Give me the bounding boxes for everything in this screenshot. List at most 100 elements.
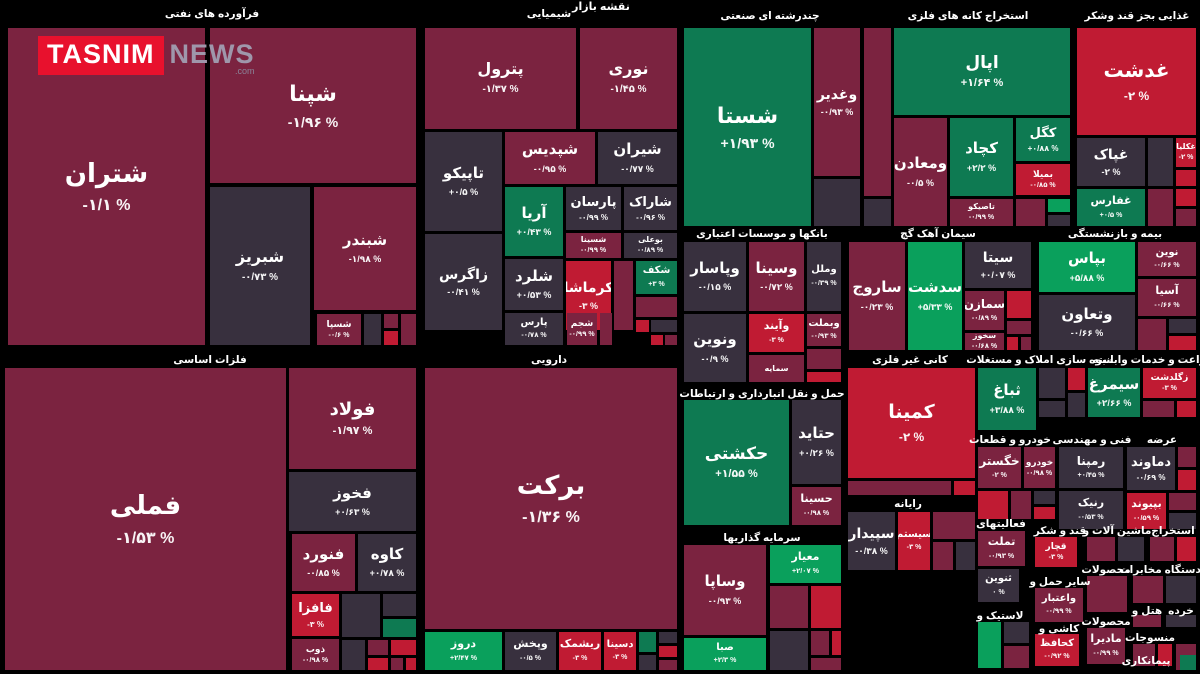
- stock-tile[interactable]: سمازن -۰/۸۹ %: [965, 291, 1004, 330]
- stock-change-percent: +۰/۸۸ %: [1027, 144, 1059, 154]
- stock-tile[interactable]: شیران -۰/۷۷ %: [598, 132, 677, 184]
- stock-tile[interactable]: حسینا -۰/۹۸ %: [792, 487, 841, 525]
- sector-label: پیمانکاری: [1121, 655, 1171, 667]
- stock-tile[interactable]: شبریز -۰/۷۳ %: [210, 187, 310, 345]
- stock-tile[interactable]: وسینا -۰/۷۲ %: [749, 242, 804, 311]
- stock-tile[interactable]: خودرو -۰/۹۸ %: [1024, 447, 1055, 488]
- stock-tile[interactable]: ومعادن -۰/۵ %: [894, 118, 947, 226]
- stock-tile[interactable]: بپیوند -۰/۵۹ %: [1127, 493, 1166, 529]
- stock-tile[interactable]: شسپا -۰/۶ %: [317, 314, 361, 345]
- stock-tile[interactable]: غکلیا -۲ %: [1176, 138, 1196, 167]
- stock-tile[interactable]: پارسان -۰/۹۹ %: [566, 187, 621, 230]
- stock-symbol: حتاید: [798, 425, 835, 442]
- stock-tile[interactable]: ذوب -۰/۹۸ %: [292, 639, 339, 670]
- stock-tile[interactable]: نوین -۰/۶۶ %: [1138, 242, 1196, 276]
- stock-tile[interactable]: وآیند -۳ %: [749, 314, 804, 352]
- stock-tile[interactable]: رنیک -۰/۵۳ %: [1059, 491, 1123, 529]
- stock-tile[interactable]: بپاس +۵/۸۸ %: [1039, 242, 1135, 292]
- stock-tile[interactable]: آریا +۰/۴۳ %: [505, 187, 563, 256]
- stock-tile[interactable]: پترول -۱/۳۷ %: [425, 28, 576, 129]
- stock-tile[interactable]: فافزا -۳ %: [292, 594, 339, 636]
- stock-tile[interactable]: شپدیس -۰/۹۵ %: [505, 132, 595, 184]
- stock-tile[interactable]: غپاک -۲ %: [1077, 138, 1145, 186]
- stock-tile[interactable]: شکف +۳ %: [636, 261, 677, 294]
- stock-tile[interactable]: حتاید +۰/۲۶ %: [792, 400, 841, 484]
- stock-tile[interactable]: غدشت -۲ %: [1077, 28, 1196, 135]
- sector-label: بانکها و موسسات اعتباری: [696, 228, 828, 240]
- stock-tile[interactable]: شپنا -۱/۹۶ %: [210, 28, 416, 183]
- stock-tile[interactable]: سمایه: [749, 355, 804, 382]
- stock-tile[interactable]: شسینا -۰/۹۹ %: [566, 233, 621, 258]
- stock-tile[interactable]: سیتا +۰/۰۷ %: [965, 242, 1031, 288]
- stock-tile[interactable]: دماوند -۰/۶۹ %: [1127, 447, 1175, 490]
- stock-tile[interactable]: وتعاون -۰/۶۶ %: [1039, 295, 1135, 350]
- stock-tile[interactable]: اپال +۱/۶۴ %: [894, 28, 1070, 115]
- stock-tile[interactable]: غفارس +۰/۵ %: [1077, 189, 1145, 226]
- stock-tile[interactable]: کحافظ -۰/۹۲ %: [1035, 634, 1079, 666]
- stock-tile[interactable]: وملل -۰/۳۹ %: [807, 242, 841, 311]
- stock-tile[interactable]: ثنوین ۰ %: [978, 569, 1019, 602]
- stock-tile[interactable]: کمینا -۲ %: [848, 368, 975, 478]
- stock-tile[interactable]: ونوین -۰/۹ %: [684, 314, 746, 382]
- stock-symbol: سیستم: [898, 528, 930, 540]
- stock-tile[interactable]: شستا +۱/۹۳ %: [684, 28, 811, 226]
- stock-tile[interactable]: بمیلا -۰/۸۵ %: [1016, 164, 1070, 195]
- stock-tile[interactable]: بوعلی -۰/۸۹ %: [624, 233, 677, 258]
- stock-tile[interactable]: سیمرغ +۲/۶۶ %: [1088, 368, 1140, 417]
- stock-symbol: نوری: [608, 61, 649, 79]
- stock-tile[interactable]: تاپیکو +۰/۵ %: [425, 132, 502, 231]
- stock-tile[interactable]: فنورد -۰/۸۵ %: [292, 534, 355, 591]
- filler-tile: [1150, 537, 1174, 561]
- stock-tile[interactable]: شاراک -۰/۹۶ %: [624, 187, 677, 230]
- stock-symbol: شسپا: [326, 318, 352, 329]
- stock-tile[interactable]: وغدیر -۰/۹۳ %: [814, 28, 860, 176]
- stock-tile[interactable]: کگل +۰/۸۸ %: [1016, 118, 1070, 161]
- stock-tile[interactable]: رمپنا +۰/۴۵ %: [1059, 447, 1123, 488]
- stock-tile[interactable]: معیار +۲/۰۷ %: [770, 545, 841, 583]
- stock-tile[interactable]: شجم -۰/۹۹ %: [567, 313, 597, 345]
- stock-tile[interactable]: نوری -۱/۴۵ %: [580, 28, 677, 129]
- stock-tile[interactable]: وساپا -۰/۹۳ %: [684, 545, 766, 635]
- stock-change-percent: -۰/۵۳ %: [1078, 514, 1104, 521]
- stock-tile[interactable]: شبندر -۱/۹۸ %: [314, 187, 416, 310]
- stock-tile[interactable]: وپاسار -۰/۱۵ %: [684, 242, 746, 311]
- sector-label: استخراج کانه های فلزی: [907, 10, 1029, 22]
- filler-tile: [391, 658, 403, 670]
- stock-tile[interactable]: تملت -۰/۹۳ %: [978, 531, 1025, 566]
- stock-tile[interactable]: کچاد +۲/۲ %: [950, 118, 1013, 196]
- stock-tile[interactable]: زگلدشت -۳ %: [1143, 368, 1196, 398]
- stock-tile[interactable]: فملی -۱/۵۳ %: [5, 368, 286, 670]
- stock-tile[interactable]: کاوه +۰/۷۸ %: [358, 534, 416, 591]
- stock-tile[interactable]: دسینا -۳ %: [604, 632, 636, 670]
- stock-tile[interactable]: پارس -۰/۷۸ %: [505, 313, 563, 345]
- stock-tile[interactable]: فولاد -۱/۹۷ %: [289, 368, 416, 469]
- stock-tile[interactable]: صبا +۲/۳ %: [684, 638, 766, 670]
- stock-tile[interactable]: وبملت -۰/۹۳ %: [807, 314, 841, 346]
- stock-tile[interactable]: سخوز -۰/۶۸ %: [965, 333, 1004, 350]
- filler-tile: [1034, 507, 1055, 519]
- stock-tile[interactable]: ساروج -۰/۲۳ %: [849, 242, 905, 350]
- stock-tile[interactable]: حکشتی +۱/۵۵ %: [684, 400, 789, 525]
- stock-tile[interactable]: برکت -۱/۳۶ %: [425, 368, 677, 629]
- stock-tile[interactable]: فخوز +۰/۶۳ %: [289, 472, 416, 531]
- stock-tile[interactable]: خگستر -۲ %: [978, 447, 1021, 488]
- stock-tile[interactable]: ثباغ +۳/۸۸ %: [978, 368, 1036, 430]
- stock-tile[interactable]: زاگرس -۰/۴۱ %: [425, 234, 502, 330]
- stock-tile[interactable]: وپخش -۰/۵ %: [505, 632, 556, 670]
- stock-tile[interactable]: مادیرا -۰/۹۹ %: [1087, 628, 1125, 664]
- stock-tile[interactable]: شلرد +۰/۵۳ %: [505, 259, 563, 310]
- stock-tile[interactable]: آسیا -۰/۶۶ %: [1138, 279, 1196, 316]
- stock-tile[interactable]: شتران -۱/۱ %: [8, 28, 205, 345]
- stock-tile[interactable]: سپیدار -۰/۳۸ %: [848, 512, 895, 570]
- filler-tile: [368, 658, 388, 670]
- stock-tile[interactable]: تاصیکو -۰/۹۹ %: [950, 199, 1013, 226]
- stock-tile[interactable]: قچار -۳ %: [1035, 537, 1077, 567]
- stock-tile[interactable]: واعتبار -۰/۹۹ %: [1035, 588, 1083, 622]
- filler-tile: [807, 349, 841, 369]
- filler-tile: [651, 335, 663, 345]
- stock-tile[interactable]: سدشت +۵/۳۳ %: [908, 242, 962, 350]
- stock-tile[interactable]: دروز +۲/۴۷ %: [425, 632, 502, 670]
- stock-tile[interactable]: سیستم -۳ %: [898, 512, 930, 570]
- stock-tile[interactable]: ریشمک -۳ %: [559, 632, 601, 670]
